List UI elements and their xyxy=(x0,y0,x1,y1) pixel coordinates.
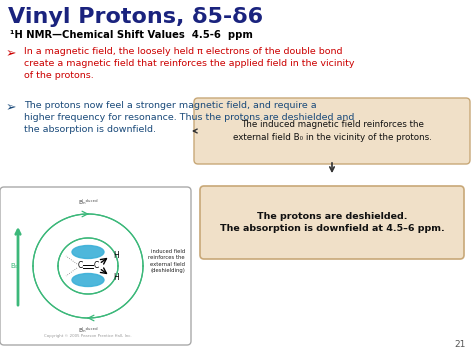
Text: C: C xyxy=(77,262,82,271)
Text: The protons are deshielded.
The absorption is downfield at 4.5–6 ppm.: The protons are deshielded. The absorpti… xyxy=(219,212,444,233)
Text: The protons now feel a stronger magnetic field, and require a
higher frequency f: The protons now feel a stronger magnetic… xyxy=(24,101,355,134)
Text: The induced magnetic field reinforces the
external field B₀ in the vicinity of t: The induced magnetic field reinforces th… xyxy=(233,120,431,142)
Text: Copyright © 2005 Pearson Prentice Hall, Inc.: Copyright © 2005 Pearson Prentice Hall, … xyxy=(44,334,132,338)
FancyBboxPatch shape xyxy=(0,187,191,345)
Text: induced field
reinforces the
external field
(deshielding): induced field reinforces the external fi… xyxy=(148,249,185,273)
Ellipse shape xyxy=(72,273,104,286)
Text: C: C xyxy=(93,262,99,271)
FancyBboxPatch shape xyxy=(194,98,470,164)
Text: In a magnetic field, the loosely held π electrons of the double bond
create a ma: In a magnetic field, the loosely held π … xyxy=(24,47,355,80)
Text: Bᴵₙᵈᵘᶜᵉᵈ: Bᴵₙᵈᵘᶜᵉᵈ xyxy=(78,328,98,333)
Text: ➢: ➢ xyxy=(6,101,17,114)
Text: B₀: B₀ xyxy=(10,263,18,269)
Text: ¹H NMR—Chemical Shift Values  4.5-6  ppm: ¹H NMR—Chemical Shift Values 4.5-6 ppm xyxy=(10,30,253,40)
Text: Vinyl Protons, δ5-δ6: Vinyl Protons, δ5-δ6 xyxy=(8,7,263,27)
Text: Bᴵₙᵈᵘᶜᵉᵈ: Bᴵₙᵈᵘᶜᵉᵈ xyxy=(78,201,98,206)
Text: ➢: ➢ xyxy=(6,47,17,60)
Text: H: H xyxy=(113,251,119,260)
Text: H: H xyxy=(113,273,119,282)
Ellipse shape xyxy=(72,246,104,258)
FancyBboxPatch shape xyxy=(200,186,464,259)
Text: 21: 21 xyxy=(455,340,466,349)
